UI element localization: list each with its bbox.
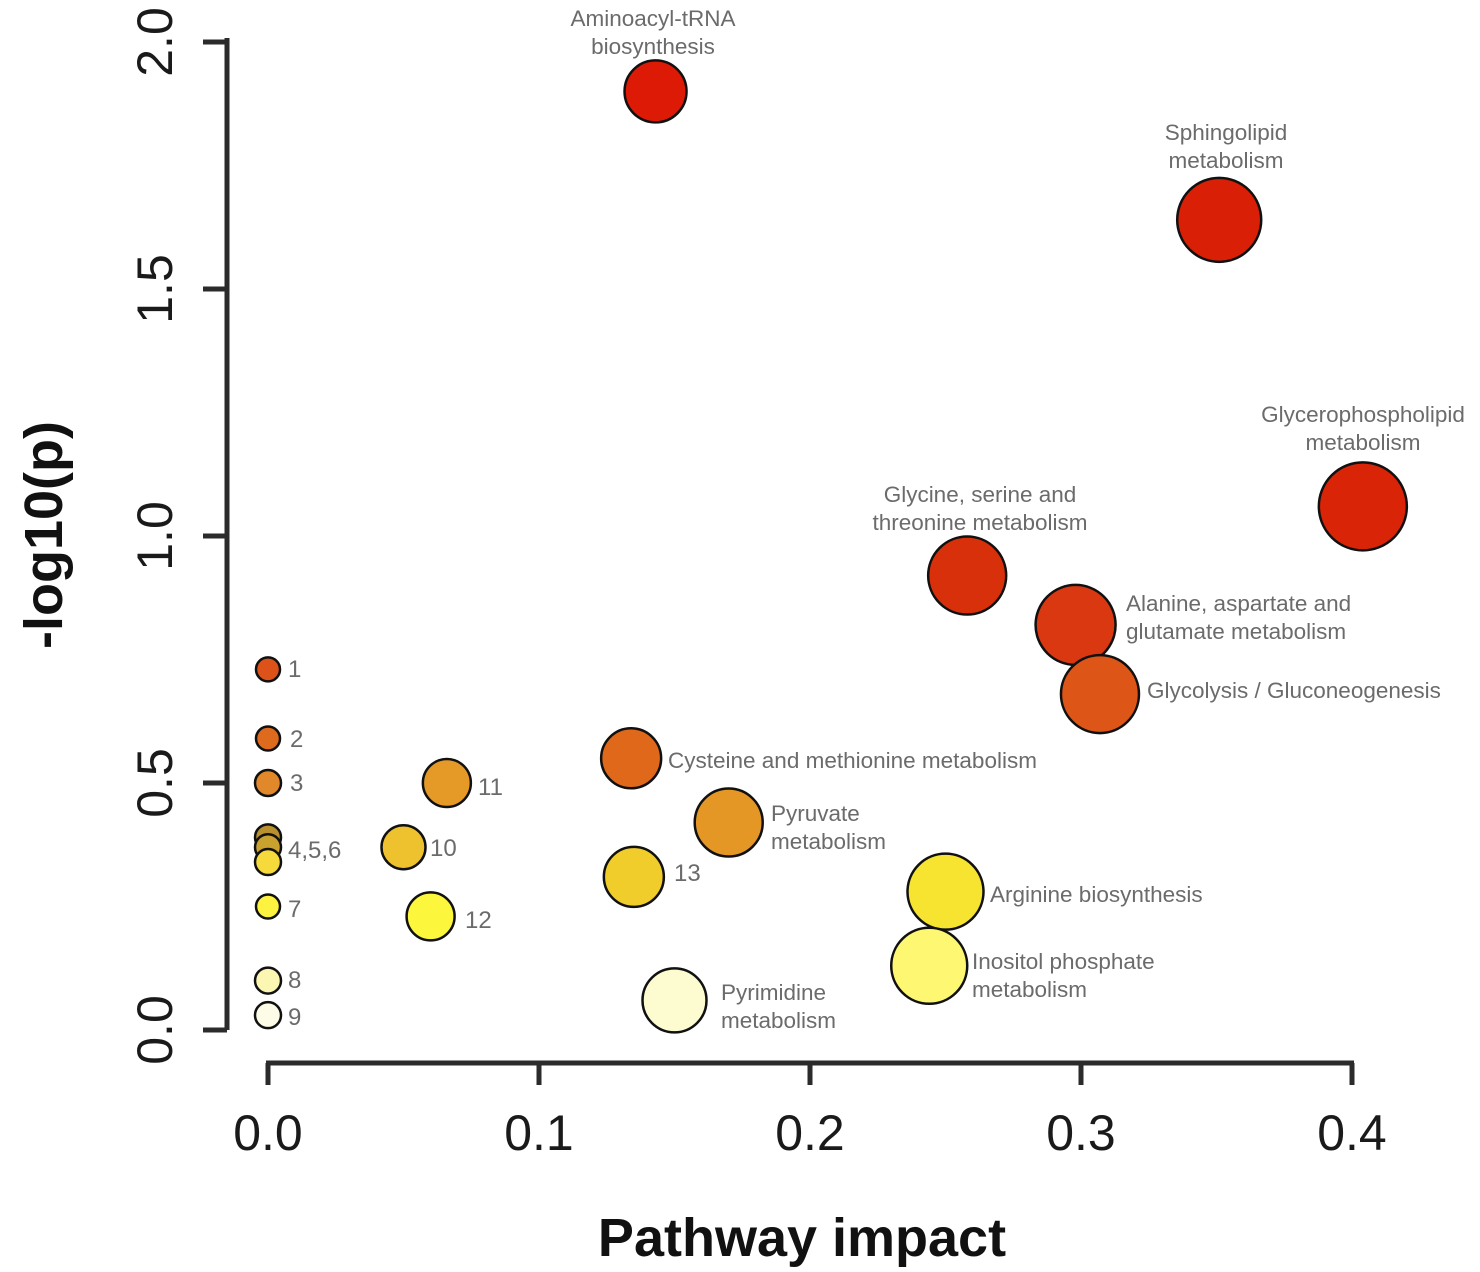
point-label-pyruvate-metabolism: metabolism (771, 829, 886, 854)
point-labels: Aminoacyl-tRNA biosynthesis Sphingolipid me… (288, 6, 1465, 1033)
point-arginine-biosynthesis (906, 852, 985, 931)
point-glycine-serine-and-threonine-metabolism (926, 535, 1008, 616)
y-tick-label: 2.0 (127, 7, 183, 77)
point-label-13: 13 (674, 860, 701, 887)
point-3 (253, 768, 283, 798)
point-inositol-phosphate-metabolism (889, 926, 969, 1006)
point-label-aminoacyl-trna-biosynthesis: Aminoacyl-tRNA (570, 6, 735, 31)
y-axis-title: -log10(p) (14, 421, 74, 649)
y-tick-label: 0.0 (127, 995, 183, 1065)
point-label-glycerophospholipid-metabolism: metabolism (1305, 430, 1420, 455)
x-tick-label: 0.1 (504, 1105, 574, 1161)
point-10 (380, 823, 427, 871)
point-pyruvate-metabolism (693, 787, 764, 858)
point-2 (254, 725, 282, 752)
point-label-10: 10 (430, 835, 457, 862)
point-9 (253, 1000, 283, 1030)
data-points (253, 59, 1409, 1034)
point-aminoacyl-trna-biosynthesis (623, 59, 688, 124)
point-label-glycerophospholipid-metabolism: Glycerophospholipid (1261, 402, 1465, 427)
point-1 (254, 656, 282, 683)
point-label-glycine-serine-and-threonine-metabolism: threonine metabolism (872, 510, 1087, 535)
axis-ticks: 0.0 0.1 0.2 0.3 0.4 0.0 0.5 1.0 1.5 2.0 (127, 7, 1387, 1161)
point-label-arginine-biosynthesis: Arginine biosynthesis (990, 882, 1203, 907)
point-glycerophospholipid-metabolism (1317, 461, 1409, 552)
x-tick-label: 0.4 (1317, 1105, 1387, 1161)
point-label-aminoacyl-trna-biosynthesis: biosynthesis (591, 34, 715, 59)
point-11 (421, 757, 473, 809)
point-label-pyrimidine-metabolism: metabolism (721, 1008, 836, 1033)
x-tick-label: 0.0 (233, 1105, 303, 1161)
point-label-inositol-phosphate-metabolism: metabolism (972, 977, 1087, 1002)
point-label-alanine-aspartate-and-glutamate-metabolism: Alanine, aspartate and (1126, 591, 1351, 616)
point-label-12: 12 (465, 907, 492, 934)
y-tick-label: 1.0 (127, 501, 183, 571)
point-glycolysis-gluconeogenesis (1059, 653, 1141, 735)
point-label-7: 7 (288, 896, 301, 923)
point-label-pyrimidine-metabolism: Pyrimidine (721, 980, 826, 1005)
point-label-cysteine-and-methionine-metabolism: Cysteine and methionine metabolism (668, 748, 1037, 773)
point-8 (253, 966, 283, 995)
point-12 (405, 891, 456, 942)
x-tick-label: 0.2 (775, 1105, 845, 1161)
point-label-pyruvate-metabolism: Pyruvate (771, 801, 860, 826)
point-label-8: 8 (288, 967, 301, 994)
y-tick-label: 0.5 (127, 748, 183, 818)
point-label-1: 1 (288, 656, 301, 683)
point-label-glycine-serine-and-threonine-metabolism: Glycine, serine and (884, 482, 1077, 507)
point-cysteine-and-methionine-metabolism (599, 727, 663, 790)
point-sphingolipid-metabolism (1175, 176, 1263, 264)
point-label-sphingolipid-metabolism: Sphingolipid (1165, 120, 1288, 145)
point-pyrimidine-metabolism (641, 967, 708, 1034)
point-label-inositol-phosphate-metabolism: Inositol phosphate (972, 949, 1155, 974)
point-alanine-aspartate-and-glutamate-metabolism (1034, 583, 1117, 667)
point-7 (254, 893, 282, 920)
point-label-5: 4,5,6 (288, 837, 341, 864)
point-label-alanine-aspartate-and-glutamate-metabolism: glutamate metabolism (1126, 619, 1346, 644)
point-6 (253, 847, 283, 877)
point-label-11: 11 (478, 774, 503, 801)
point-label-2: 2 (290, 726, 303, 753)
y-tick-label: 1.5 (127, 254, 183, 324)
point-label-9: 9 (288, 1004, 301, 1031)
point-13 (602, 845, 666, 909)
point-label-sphingolipid-metabolism: metabolism (1168, 148, 1283, 173)
point-label-glycolysis-gluconeogenesis: Glycolysis / Gluconeogenesis (1147, 678, 1441, 703)
point-label-3: 3 (290, 770, 303, 797)
x-axis-title: Pathway impact (598, 1208, 1006, 1268)
x-tick-label: 0.3 (1046, 1105, 1116, 1161)
